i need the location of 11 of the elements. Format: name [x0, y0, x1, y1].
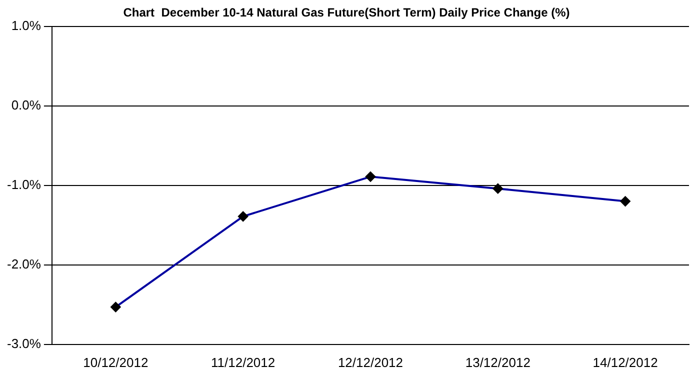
chart-title: Chart December 10-14 Natural Gas Future(Short Term) Daily Price Change (%) [123, 6, 570, 20]
y-tick-label: -1.0% [6, 176, 42, 192]
x-tick-label: 13/12/2012 [465, 354, 530, 370]
y-tick-label: -3.0% [6, 336, 42, 351]
x-tick-label: 11/12/2012 [211, 354, 276, 370]
x-tick-label: 10/12/2012 [83, 354, 148, 370]
y-tick-label: 1.0% [11, 18, 42, 33]
x-tick-label: 12/12/2012 [338, 354, 404, 370]
y-tick-label: 0.0% [11, 97, 42, 112]
x-tick-label: 14/12/2012 [592, 354, 658, 370]
y-tick-label: -2.0% [6, 256, 42, 272]
